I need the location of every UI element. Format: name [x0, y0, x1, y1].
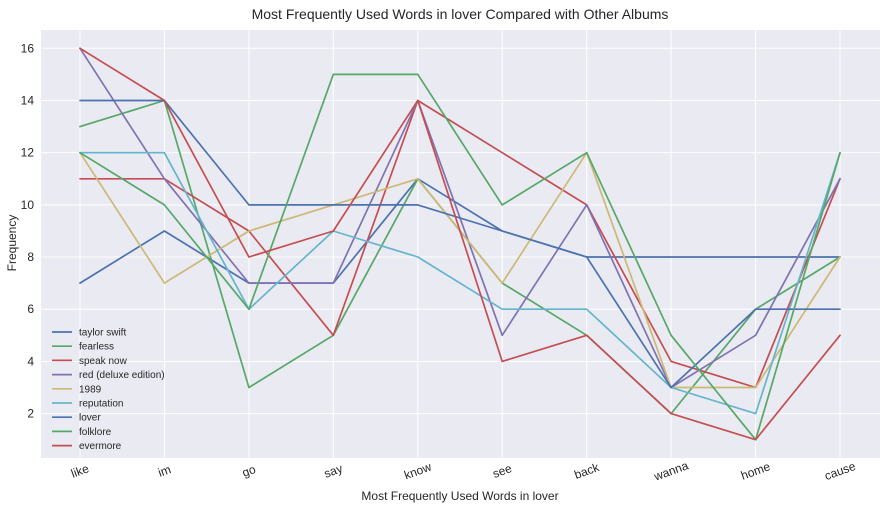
series-line — [79, 47, 841, 441]
legend-label: reputation — [79, 399, 123, 410]
x-axis-label: Most Frequently Used Words in lover — [361, 489, 558, 503]
y-axis-label: Frequency — [5, 215, 19, 272]
x-tick-label: im — [156, 462, 173, 479]
x-tick-label: go — [240, 462, 258, 480]
series-line — [79, 151, 841, 415]
legend-item: speak now — [52, 356, 128, 367]
x-tick-label: say — [322, 461, 344, 481]
legend-label: 1989 — [79, 384, 102, 395]
legend-item: 1989 — [52, 384, 102, 395]
y-tick-label: 6 — [27, 302, 34, 316]
legend-item: reputation — [52, 399, 123, 410]
y-tick-label: 12 — [21, 146, 35, 160]
legend-item: fearless — [52, 342, 114, 353]
legend-item: folklore — [52, 427, 112, 438]
legend-item: evermore — [52, 441, 122, 452]
series-line — [79, 99, 841, 389]
legend-label: red (deluxe edition) — [79, 370, 165, 381]
legend-label: evermore — [79, 441, 122, 452]
series-lines — [79, 47, 841, 441]
plot-area — [41, 30, 880, 458]
legend-label: folklore — [79, 427, 112, 438]
chart-title: Most Frequently Used Words in lover Comp… — [252, 6, 669, 22]
series-line — [79, 73, 841, 441]
legend-label: speak now — [79, 356, 128, 367]
legend-label: fearless — [79, 342, 114, 353]
legend-item: taylor swift — [52, 328, 126, 339]
legend-item: lover — [52, 413, 101, 424]
x-tick-label: like — [69, 461, 91, 480]
y-tick-label: 16 — [21, 41, 35, 55]
y-tick-label: 4 — [27, 354, 34, 368]
y-tick-label: 2 — [27, 407, 34, 421]
y-tick-label: 8 — [27, 250, 34, 264]
legend: taylor swift fearless speak now red (deluxe… — [52, 328, 165, 452]
series-line — [79, 99, 841, 389]
legend-label: lover — [79, 413, 101, 424]
y-tick-label: 10 — [21, 198, 35, 212]
x-tick-label: see — [491, 461, 514, 481]
legend-label: taylor swift — [79, 328, 126, 339]
legend-item: red (deluxe edition) — [52, 370, 165, 381]
y-tick-label: 14 — [21, 93, 35, 107]
y-tick-labels: 2 4 6 8 10 12 14 16 — [21, 41, 35, 420]
